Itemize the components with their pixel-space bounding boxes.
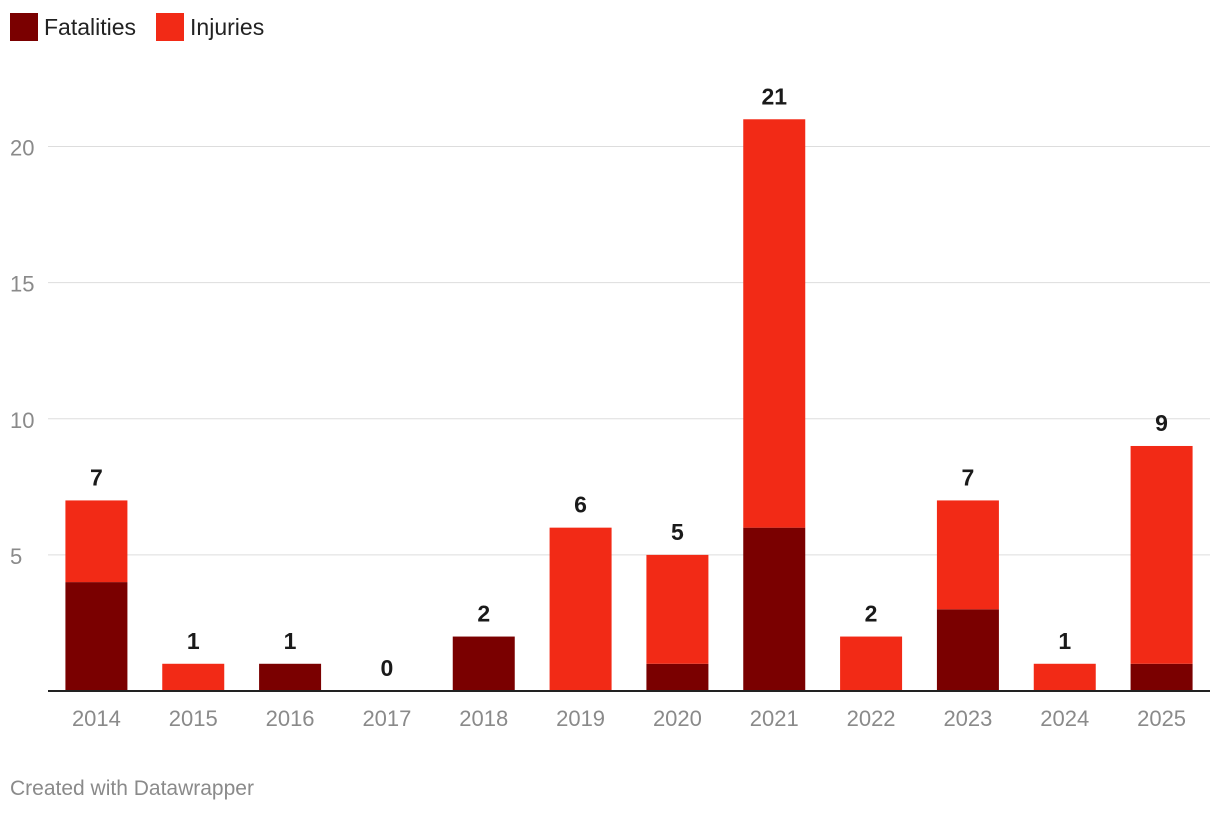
bar-injuries-2025 xyxy=(1130,445,1193,664)
x-tick-label-2022: 2022 xyxy=(847,706,896,731)
bar-fatalities-2018 xyxy=(452,636,515,691)
value-label-2022: 2 xyxy=(865,601,878,627)
x-tick-label-2016: 2016 xyxy=(266,706,315,731)
bar-fatalities-2021 xyxy=(743,527,806,691)
x-tick-label-2014: 2014 xyxy=(72,706,121,731)
bar-chart: 5 10 15 20 7 2014 1 2015 1 2016 0 2017 2 2018 6 2019 5 20… xyxy=(10,83,1210,731)
value-label-2018: 2 xyxy=(477,601,490,627)
legend-label-injuries: Injuries xyxy=(190,13,265,40)
bar-fatalities-2025 xyxy=(1130,663,1193,691)
bar-injuries-2023 xyxy=(936,500,999,610)
x-tick-label-2019: 2019 xyxy=(556,706,605,731)
x-tick-label-2021: 2021 xyxy=(750,706,799,731)
legend-label-fatalities: Fatalities xyxy=(44,13,137,40)
x-tick-label-2018: 2018 xyxy=(459,706,508,731)
value-label-2023: 7 xyxy=(962,464,975,490)
bar-injuries-2024 xyxy=(1033,663,1096,691)
bar-injuries-2022 xyxy=(840,636,903,691)
value-label-2024: 1 xyxy=(1058,628,1071,654)
y-tick-label-20: 20 xyxy=(10,136,34,161)
legend-item-injuries: Injuries xyxy=(156,13,264,41)
value-label-2020: 5 xyxy=(671,519,684,545)
bar-injuries-2019 xyxy=(549,527,612,691)
value-label-2017: 0 xyxy=(381,655,394,681)
legend-item-fatalities: Fatalities xyxy=(10,13,136,41)
bar-fatalities-2023 xyxy=(936,609,999,691)
value-label-2016: 1 xyxy=(284,628,297,654)
x-tick-label-2023: 2023 xyxy=(943,706,992,731)
value-label-2014: 7 xyxy=(90,464,103,490)
y-tick-label-15: 15 xyxy=(10,272,34,297)
bar-injuries-2014 xyxy=(65,500,128,583)
x-tick-label-2025: 2025 xyxy=(1137,706,1186,731)
fatalities-swatch xyxy=(10,13,38,41)
credit-text: Created with Datawrapper xyxy=(10,777,254,800)
bar-fatalities-2020 xyxy=(646,663,709,691)
bar-fatalities-2016 xyxy=(259,663,322,691)
value-label-2021: 21 xyxy=(761,83,787,109)
y-tick-label-10: 10 xyxy=(10,408,34,433)
x-tick-label-2024: 2024 xyxy=(1040,706,1089,731)
value-label-2019: 6 xyxy=(574,492,587,518)
x-tick-label-2017: 2017 xyxy=(362,706,411,731)
x-tick-label-2015: 2015 xyxy=(169,706,218,731)
value-label-2015: 1 xyxy=(187,628,200,654)
x-tick-label-2020: 2020 xyxy=(653,706,702,731)
bar-fatalities-2014 xyxy=(65,582,128,691)
legend: Fatalities Injuries xyxy=(10,13,284,41)
injuries-swatch xyxy=(156,13,185,41)
bar-injuries-2020 xyxy=(646,554,709,664)
bar-injuries-2015 xyxy=(162,663,225,691)
bar-injuries-2021 xyxy=(743,119,806,528)
value-label-2025: 9 xyxy=(1155,410,1168,436)
y-tick-label-5: 5 xyxy=(10,544,22,569)
